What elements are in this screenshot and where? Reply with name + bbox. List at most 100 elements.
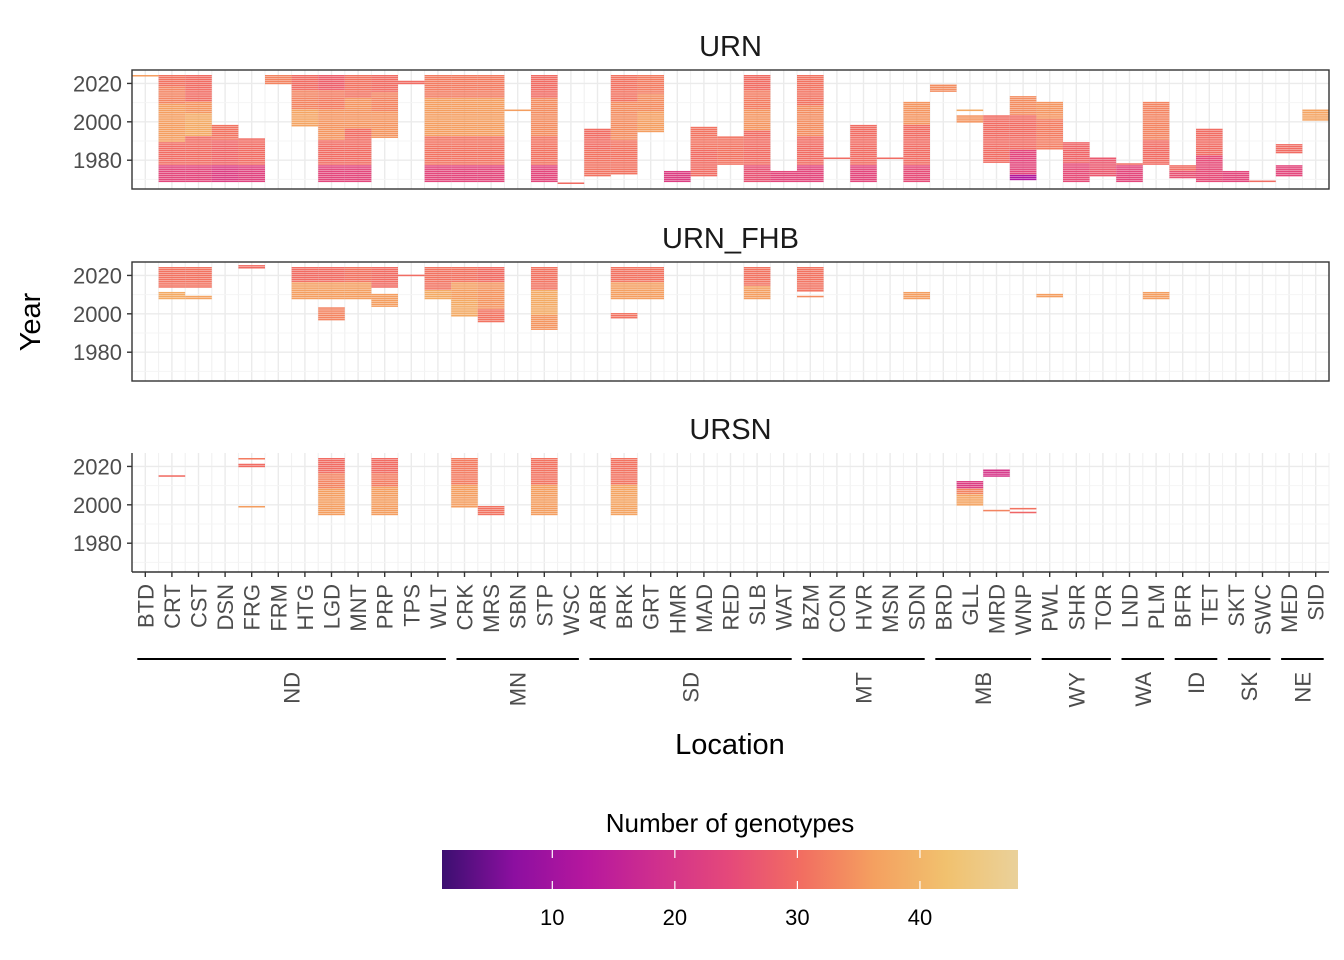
- heat-cell: [318, 272, 345, 275]
- heat-cell: [1036, 101, 1063, 104]
- heat-cell: [477, 307, 505, 309]
- heat-cell: [185, 90, 212, 92]
- heat-cell: [451, 301, 478, 304]
- heat-cell: [185, 149, 212, 152]
- heat-cell: [344, 119, 372, 121]
- heat-cell: [371, 121, 398, 123]
- heat-cell: [451, 151, 478, 154]
- heat-cell: [344, 147, 372, 150]
- heat-cell: [1142, 107, 1170, 110]
- heat-cell: [451, 147, 478, 150]
- x-tick-label: CRK: [453, 584, 478, 631]
- heat-cell: [531, 513, 558, 516]
- heat-cell: [477, 151, 505, 154]
- heat-cell: [451, 459, 478, 462]
- heat-cell: [1142, 111, 1170, 113]
- heat-cell: [1009, 155, 1037, 158]
- heat-cell: [132, 74, 159, 77]
- heat-cell: [637, 268, 664, 271]
- heat-cell: [344, 94, 372, 96]
- heat-cell: [903, 169, 930, 171]
- heat-cell: [451, 161, 478, 163]
- heat-cell: [797, 268, 824, 271]
- heat-cell: [610, 509, 638, 512]
- heat-cell: [1063, 147, 1090, 150]
- heat-cell: [158, 138, 186, 140]
- heat-cell: [451, 130, 478, 133]
- heat-cell: [610, 473, 638, 475]
- heat-cell: [158, 153, 186, 156]
- heat-cell: [664, 180, 691, 183]
- heat-cell: [477, 180, 505, 183]
- heat-cell: [531, 488, 558, 491]
- heat-cell: [318, 484, 345, 487]
- heat-cell: [318, 461, 345, 464]
- heat-cell: [610, 295, 638, 298]
- heat-cell: [743, 276, 771, 279]
- heat-cell: [1009, 128, 1037, 131]
- heat-cell: [477, 320, 505, 323]
- heat-cell: [531, 307, 558, 309]
- heat-cell: [291, 86, 319, 89]
- heat-cell: [318, 74, 345, 77]
- heat-cell: [344, 293, 372, 296]
- heat-cell: [1009, 172, 1037, 175]
- heat-cell: [424, 124, 452, 127]
- x-tick-label: CST: [187, 584, 212, 628]
- heat-cell: [1036, 111, 1063, 113]
- heat-cell: [477, 96, 505, 98]
- heat-cell: [451, 111, 478, 113]
- heat-cell: [610, 313, 638, 315]
- heat-cell: [1142, 124, 1170, 127]
- heat-cell: [291, 270, 319, 273]
- heat-cell: [158, 90, 186, 92]
- heat-cell: [477, 144, 505, 146]
- heat-cell: [318, 284, 345, 286]
- heat-cell: [690, 163, 718, 165]
- heat-cell: [610, 163, 638, 165]
- heat-cell: [318, 502, 345, 504]
- heat-cell: [158, 280, 186, 282]
- heat-cell: [797, 96, 824, 98]
- heat-cell: [637, 109, 664, 112]
- heat-cell: [1009, 178, 1037, 181]
- heat-cell: [344, 155, 372, 158]
- heat-cell: [1009, 146, 1037, 148]
- heat-cell: [318, 481, 345, 483]
- heat-cell: [477, 170, 505, 173]
- heat-cell: [743, 103, 771, 106]
- heat-cell: [610, 297, 638, 300]
- heat-cell: [610, 74, 638, 77]
- heat-cell: [477, 82, 505, 85]
- heat-cell: [531, 169, 558, 171]
- heat-cell: [451, 286, 478, 288]
- heat-cell: [531, 268, 558, 271]
- heat-cell: [584, 151, 611, 154]
- heat-cell: [371, 78, 398, 81]
- heat-cell: [371, 463, 398, 466]
- heat-cell: [531, 328, 558, 330]
- heat-cell: [1142, 138, 1170, 140]
- heat-cell: [185, 155, 212, 158]
- group-sk: SK: [1227, 658, 1271, 701]
- heat-cell: [238, 178, 265, 181]
- heat-cell: [983, 130, 1010, 133]
- heat-cell: [424, 291, 452, 294]
- heat-cell: [424, 86, 452, 89]
- heat-cell: [531, 119, 558, 121]
- heat-cell: [158, 113, 186, 115]
- heat-cell: [1063, 174, 1090, 177]
- heat-cell: [477, 92, 505, 94]
- heat-cell: [610, 467, 638, 470]
- x-tick-label: GRT: [639, 584, 664, 630]
- heat-cell: [850, 140, 877, 142]
- heat-cell: [797, 169, 824, 171]
- heat-cell: [584, 172, 611, 175]
- heat-cell: [344, 291, 372, 294]
- heat-cell: [371, 86, 398, 89]
- heat-cell: [930, 84, 957, 87]
- heat-cell: [318, 132, 345, 135]
- heat-cell: [531, 471, 558, 473]
- heat-cell: [185, 84, 212, 87]
